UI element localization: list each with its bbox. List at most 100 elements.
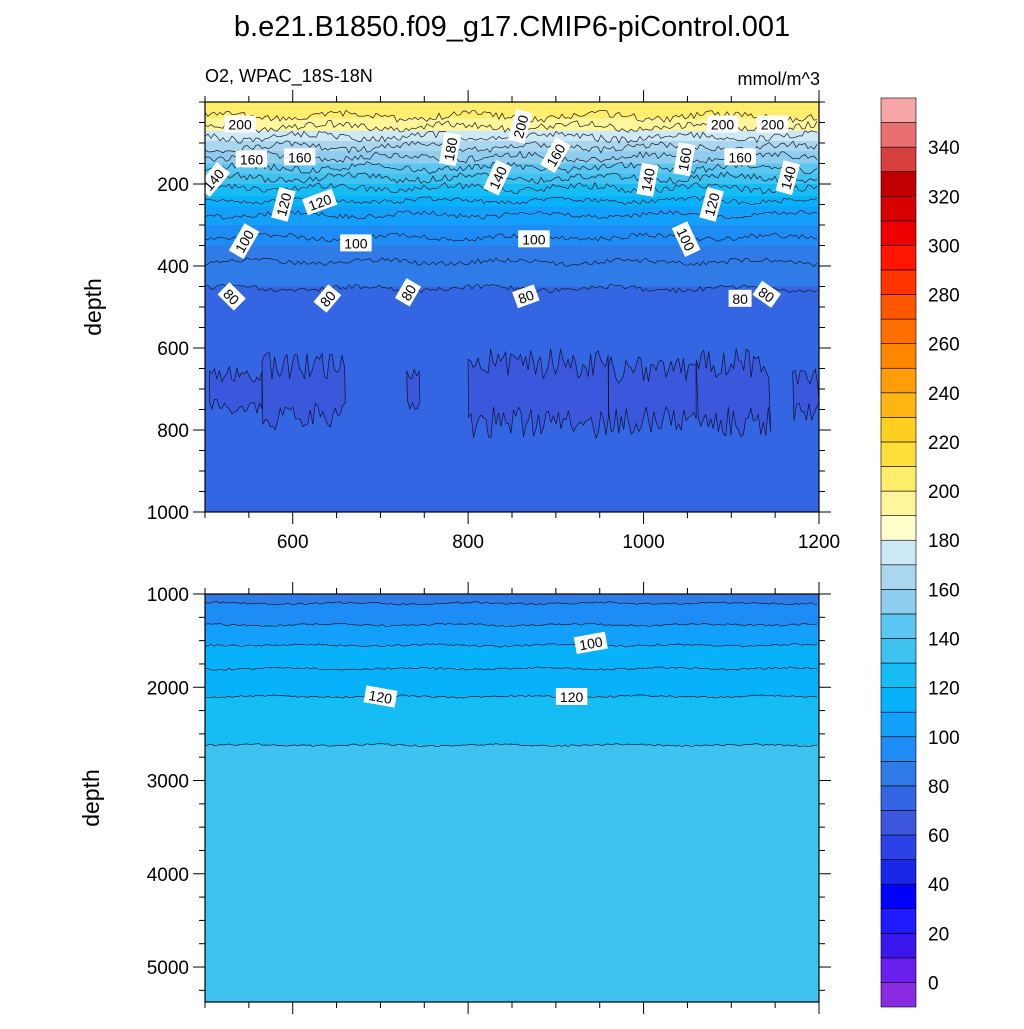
colorbar-swatch: [880, 982, 917, 1008]
colorbar-tick-label: 200: [928, 482, 960, 503]
contour-line-12: [205, 283, 818, 294]
contour-band-10: [205, 225, 819, 246]
contour-label-text: 200: [711, 117, 735, 133]
contour-band-2: [205, 624, 819, 646]
colorbar-tick-label: 300: [928, 236, 960, 257]
contour-label-26: 80: [752, 280, 781, 308]
colorbar-tick-label: 320: [928, 187, 960, 208]
contour-label-4: 180: [439, 132, 462, 167]
panel-lower: depth 100 120 120 1000 2000 3000 4000 5000: [78, 582, 831, 1014]
colorbar-swatch: [880, 564, 917, 590]
contour-label-text: 140: [638, 167, 658, 193]
contour-line-4: [205, 694, 818, 699]
contour-band-0: [205, 102, 819, 119]
colorbar-swatch: [880, 883, 917, 910]
low-oxygen-patch-2: [406, 368, 421, 411]
colorbar-swatch: [880, 318, 917, 344]
contour-label-25: 80: [728, 289, 752, 307]
y-tick-label: 4000: [147, 865, 189, 886]
colorbar-tick-label: 160: [928, 580, 960, 601]
contour-label-text: 160: [240, 151, 264, 167]
contour-label-13: 140: [775, 160, 801, 196]
y-tick-label: 400: [157, 257, 189, 278]
contour-label-15: 120: [302, 188, 338, 216]
colorbar-swatch: [880, 662, 917, 688]
y-tick-label: 1000: [147, 585, 189, 606]
contour-label-text: 120: [273, 191, 295, 218]
colorbar-swatch: [880, 859, 917, 885]
colorbar-tick-label: 280: [928, 286, 960, 307]
colorbar-swatch: [880, 417, 917, 443]
contour-band-9: [205, 206, 819, 226]
contour-band-3: [205, 140, 819, 152]
colorbar-swatch: [880, 638, 917, 664]
colorbar-swatch: [880, 466, 917, 492]
colorbar-swatch: [880, 785, 917, 811]
contour-label-text: 140: [778, 164, 800, 191]
contour-label-text: 100: [344, 235, 368, 251]
colorbar-swatch: [880, 834, 917, 860]
colorbar-swatch: [880, 343, 917, 369]
contour-label-text: 160: [728, 149, 752, 165]
contour-label-text: 120: [560, 689, 584, 705]
colorbar-swatch: [880, 539, 917, 566]
contour-band-8: [205, 196, 819, 208]
contour-label-24: 80: [512, 284, 540, 309]
x-tick-label: 800: [452, 532, 484, 553]
colorbar-swatch: [880, 294, 917, 320]
colorbar-swatch: [880, 245, 917, 271]
contour-label-8: 160: [673, 142, 696, 177]
colorbar-swatch: [880, 195, 917, 222]
contour-line-1: [205, 622, 818, 627]
colorbar-swatch: [880, 122, 917, 148]
colorbar-swatch: [880, 392, 917, 418]
contour-label-9: 160: [724, 148, 756, 166]
contour-label-1: 120: [363, 685, 398, 708]
contour-label-text: 160: [288, 149, 312, 165]
colorbar-swatch: [880, 687, 917, 713]
contour-label-1: 200: [508, 109, 533, 144]
contour-band-5: [205, 696, 819, 746]
contour-label-5: 160: [235, 150, 268, 168]
colorbar-tick-label: 100: [928, 728, 960, 749]
contour-label-0: 100: [573, 631, 608, 655]
contour-label-text: 120: [306, 191, 334, 214]
colorbar-swatch: [880, 613, 917, 639]
contour-band-0: [205, 594, 819, 604]
contour-label-3: 200: [756, 115, 789, 133]
contour-label-6: 160: [283, 148, 316, 166]
contour-label-21: 80: [217, 282, 246, 311]
contour-label-19: 100: [518, 230, 550, 248]
contour-line-0: [205, 601, 818, 606]
low-oxygen-patch-5: [695, 348, 772, 437]
colorbar-swatch: [880, 932, 917, 959]
colorbar-tick-label: 140: [928, 629, 960, 650]
y-tick-label: 600: [157, 339, 189, 360]
contour-label-text: 120: [701, 191, 723, 218]
colorbar-tick-label: 260: [928, 335, 960, 356]
colorbar-tick-label: 40: [928, 875, 949, 896]
contour-label-text: 160: [675, 146, 695, 172]
panel-upper-y-axis-label: depth: [80, 278, 106, 336]
y-tick-label: 5000: [147, 958, 189, 979]
contour-label-0: 200: [224, 115, 256, 133]
colorbar-swatch: [880, 711, 917, 738]
y-tick-label: 2000: [147, 678, 189, 699]
contour-line-0: [205, 109, 818, 124]
contour-label-text: 200: [510, 113, 532, 140]
x-tick-label: 1200: [798, 532, 840, 553]
colorbar-swatch: [880, 761, 917, 787]
colorbar: 0 20 40 60 80 100 120 140 160 180 200 220 240 260 280 3…: [880, 97, 960, 1008]
contour-label-text: 180: [441, 136, 461, 162]
contour-label-16: 120: [699, 186, 724, 222]
colorbar-swatch: [880, 171, 917, 197]
y-tick-label: 200: [157, 175, 189, 196]
contour-label-2: 200: [706, 115, 739, 133]
low-oxygen-patch-1: [261, 352, 346, 431]
contour-band-4: [205, 668, 819, 698]
x-tick-label: 1000: [622, 532, 664, 553]
figure-title: b.e21.B1850.f09_g17.CMIP6-piControl.001: [234, 11, 790, 43]
colorbar-swatch: [880, 589, 917, 615]
colorbar-tick-label: 240: [928, 384, 960, 405]
